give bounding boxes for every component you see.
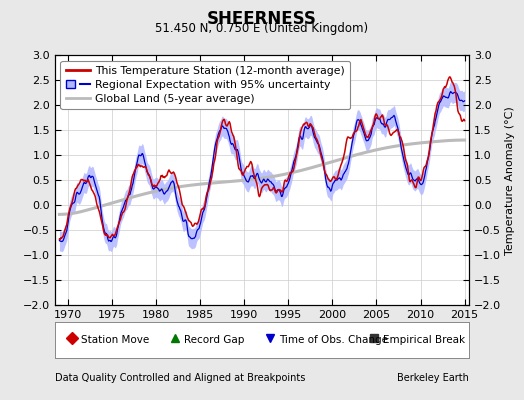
Text: Empirical Break: Empirical Break <box>383 335 465 345</box>
Text: Berkeley Earth: Berkeley Earth <box>397 373 469 383</box>
Y-axis label: Temperature Anomaly (°C): Temperature Anomaly (°C) <box>505 106 515 254</box>
Text: Data Quality Controlled and Aligned at Breakpoints: Data Quality Controlled and Aligned at B… <box>55 373 305 383</box>
Text: Record Gap: Record Gap <box>184 335 245 345</box>
Text: 51.450 N, 0.750 E (United Kingdom): 51.450 N, 0.750 E (United Kingdom) <box>156 22 368 35</box>
Legend: This Temperature Station (12-month average), Regional Expectation with 95% uncer: This Temperature Station (12-month avera… <box>60 61 350 109</box>
Text: Time of Obs. Change: Time of Obs. Change <box>279 335 388 345</box>
Text: Station Move: Station Move <box>81 335 149 345</box>
Text: SHEERNESS: SHEERNESS <box>207 10 317 28</box>
